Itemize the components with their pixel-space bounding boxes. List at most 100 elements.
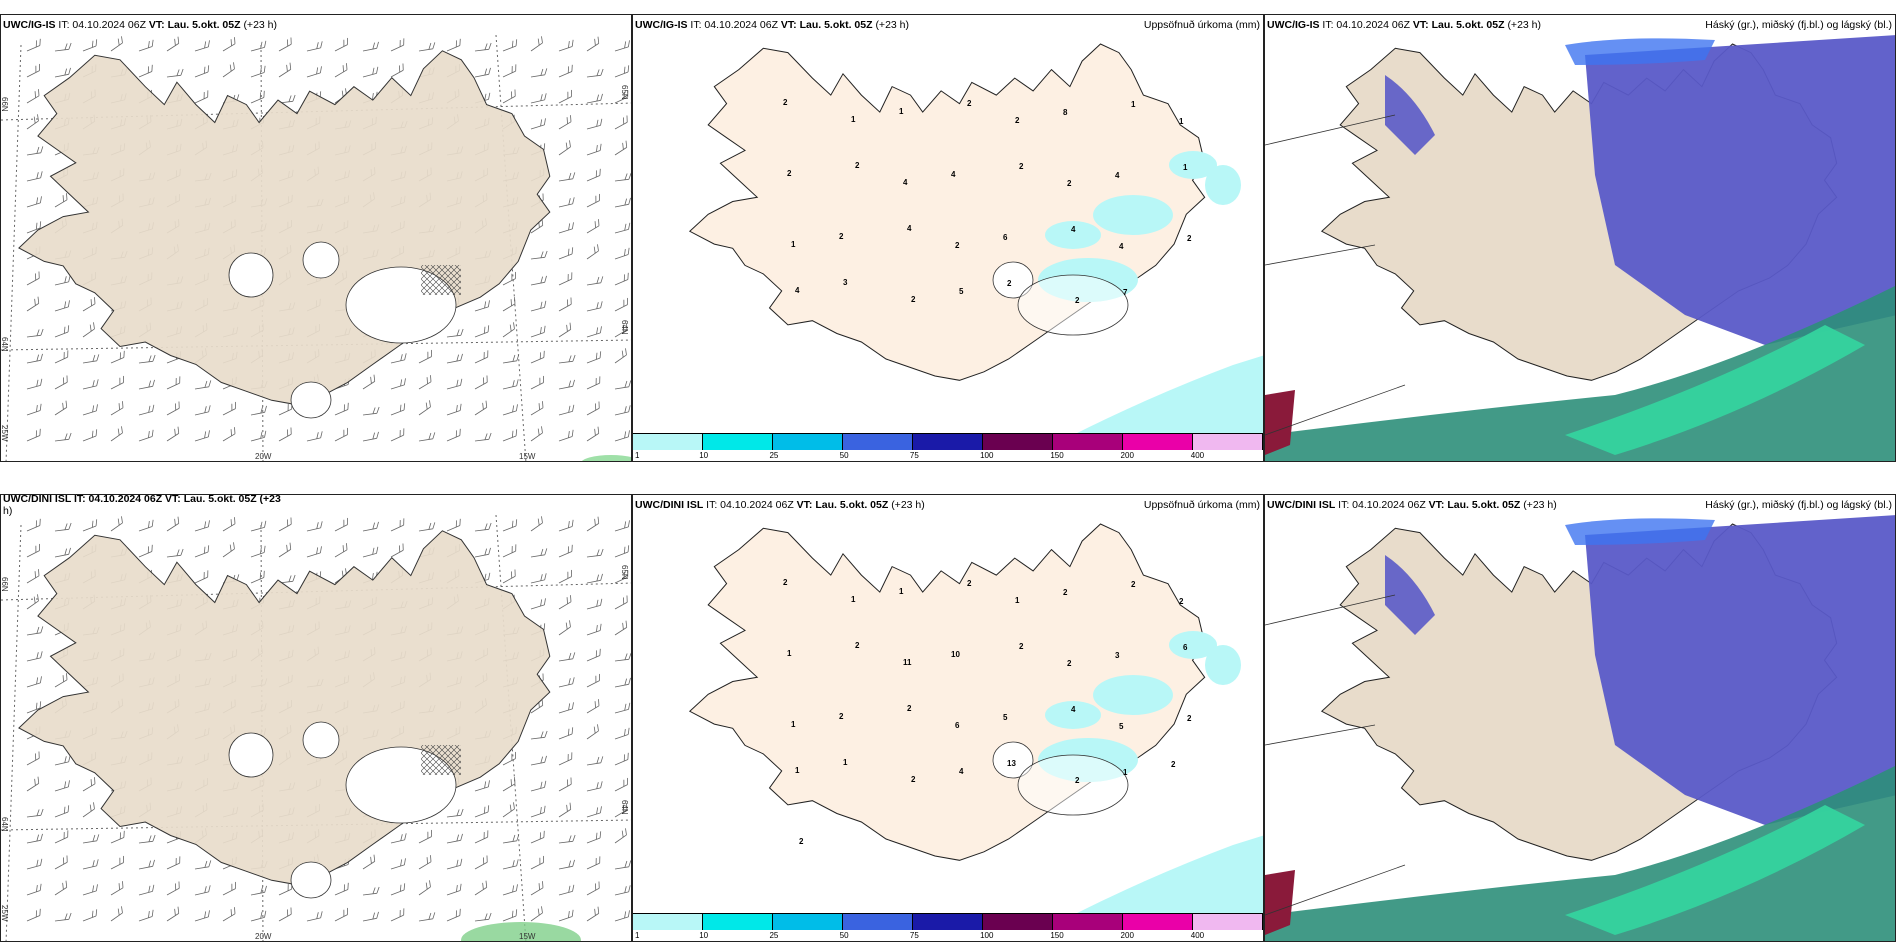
- wind-barb: [54, 67, 71, 78]
- precip-value: 1: [1123, 768, 1128, 777]
- wind-barb: [390, 518, 405, 532]
- wind-barb: [558, 429, 574, 442]
- lat-label-right: 65N: [620, 85, 629, 100]
- wind-barb: [362, 911, 379, 922]
- wind-barb: [306, 431, 323, 442]
- wind-barb: [474, 42, 492, 52]
- wind-barb: [530, 598, 546, 610]
- wind-barb: [26, 833, 43, 844]
- colorbar-label: 10: [699, 451, 709, 460]
- wind-barb: [362, 546, 379, 558]
- wind-barb: [558, 297, 572, 312]
- wind-barb: [166, 881, 180, 896]
- precip-value: 1: [1183, 163, 1188, 172]
- wind-barb: [110, 350, 125, 364]
- glacier: [290, 381, 332, 419]
- wind-barb: [614, 620, 628, 636]
- wind-barb: [586, 426, 600, 442]
- wind-barb: [222, 62, 235, 78]
- wind-barb: [558, 834, 576, 844]
- wind-barb: [586, 906, 600, 922]
- wind-barb: [418, 432, 436, 442]
- wind-barb: [502, 297, 516, 312]
- wind-barb: [586, 548, 604, 558]
- wind-barb: [278, 907, 292, 922]
- model-name: UWC/DINI ISL: [635, 499, 704, 511]
- hatched-area: [421, 745, 461, 775]
- wind-barb: [446, 518, 461, 532]
- it-label: IT:: [55, 19, 73, 31]
- wind-barb: [446, 833, 463, 844]
- precip-value: 2: [787, 169, 792, 178]
- wind-barb: [558, 404, 575, 416]
- wind-barb: [474, 830, 489, 844]
- wind-barb: [474, 780, 490, 792]
- wind-barb: [614, 197, 631, 208]
- colorbar-swatch: [843, 914, 913, 930]
- wind-barb: [586, 118, 603, 130]
- wind-barb: [334, 907, 348, 922]
- wind-barb: [194, 885, 211, 896]
- wind-barb: [222, 37, 236, 52]
- wind-barb: [530, 375, 544, 390]
- wind-barb: [390, 38, 405, 52]
- wind-barb: [502, 909, 518, 922]
- glacier: [228, 252, 274, 298]
- wind-barb: [418, 880, 431, 896]
- wind-barb: [502, 751, 516, 766]
- precip-area: [1169, 631, 1217, 659]
- lead-time: (+23 h): [891, 499, 925, 511]
- wind-barb: [586, 376, 601, 390]
- wind-barb: [110, 426, 123, 442]
- wind-barb: [446, 353, 463, 364]
- wind-barb: [26, 701, 42, 714]
- header-line-1: UWC/DINI ISL IT: 04.10.2024 06Z VT: Lau.…: [3, 494, 281, 505]
- wind-barb: [222, 517, 236, 532]
- wind-barb: [474, 67, 491, 78]
- wind-barb: [530, 118, 546, 130]
- boundary-line: [1265, 864, 1406, 916]
- wind-barb: [138, 64, 153, 78]
- wind-barb: [474, 805, 490, 818]
- wind-barb: [54, 432, 72, 442]
- wind-panel: UWC/IG-IS IT: 04.10.2024 06Z VT: Lau. 5.…: [0, 14, 632, 462]
- wind-barb: [334, 543, 348, 558]
- wind-barb: [138, 834, 156, 844]
- wind-barb: [110, 36, 123, 52]
- wind-panel: UWC/DINI ISL IT: 04.10.2024 06Z VT: Lau.…: [0, 494, 632, 942]
- low-cloud-dark-area: [1265, 870, 1295, 935]
- colorbar-label: 25: [769, 451, 779, 460]
- precip-value: 2: [955, 241, 960, 250]
- wind-barb: [362, 406, 380, 416]
- longitude-line: [495, 34, 527, 461]
- model-name: UWC/IG-IS: [1267, 19, 1320, 31]
- wind-barb: [558, 115, 572, 130]
- wind-barb: [54, 673, 68, 688]
- it-value: 04.10.2024 06Z: [72, 19, 146, 31]
- wind-barb: [446, 808, 464, 818]
- wind-barb: [82, 519, 98, 532]
- colorbar: 1 10 25 50 75 100 150 200 400: [633, 913, 1263, 941]
- wind-barb: [250, 430, 267, 442]
- panel-header: UWC/IG-IS IT: 04.10.2024 06Z VT: Lau. 5.…: [635, 19, 909, 31]
- wind-barb: [54, 522, 72, 532]
- wind-barb: [54, 755, 71, 766]
- wind-barb: [54, 547, 71, 558]
- wind-barb: [614, 702, 631, 714]
- colorbar-labels: 1 10 25 50 75 100 150 200 400: [633, 450, 1263, 461]
- iceland-land: [18, 50, 551, 406]
- wind-barb: [138, 859, 155, 870]
- hatched-area: [421, 265, 461, 295]
- wind-barb: [558, 702, 574, 714]
- wind-barb: [54, 880, 68, 896]
- precip-value: 2: [1187, 234, 1192, 243]
- precip-area: [1169, 151, 1217, 179]
- model-name: UWC/IG-IS: [3, 19, 56, 31]
- colorbar-swatch: [843, 434, 913, 450]
- wind-barb: [558, 620, 571, 636]
- wind-barb: [614, 570, 629, 584]
- wind-barb: [530, 250, 548, 260]
- wind-barb: [166, 68, 184, 78]
- wind-barb: [586, 93, 603, 104]
- precip-map-svg: 2 1 1 2 2 8 1 1 2 2 4 4 2 2 4 1 1 2 4 2 6 4 4 2 4 3 2 5 2 2 7: [688, 43, 1263, 435]
